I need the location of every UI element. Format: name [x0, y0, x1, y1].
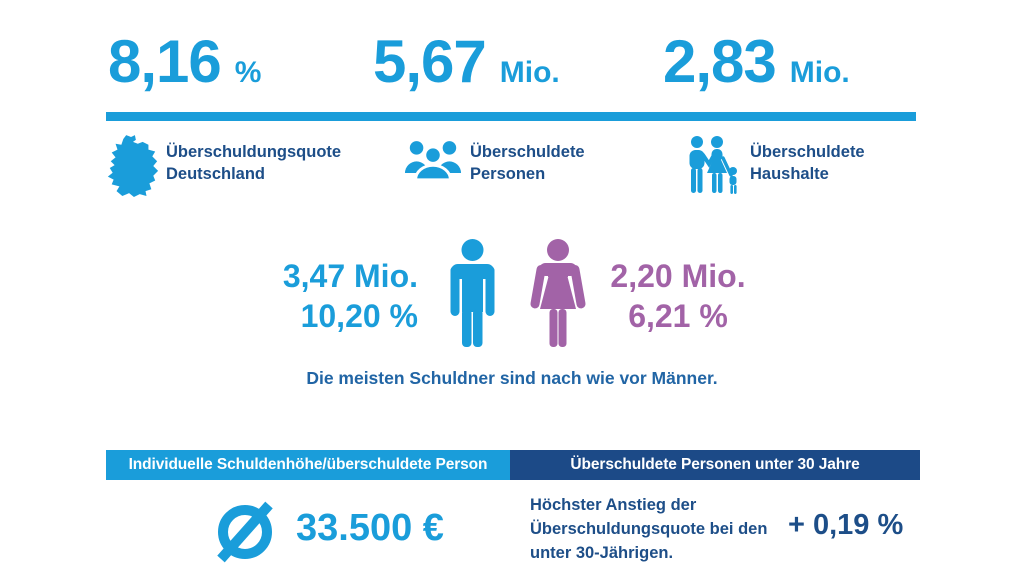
metric-label-households: Überschuldete Haushalte	[750, 143, 865, 184]
stat-value: 8,16	[108, 28, 222, 95]
gender-caption: Die meisten Schuldner sind nach wie vor …	[306, 368, 718, 388]
under-30-note: Höchster Anstieg der Überschuldungsquote…	[530, 496, 768, 562]
divider-bar	[106, 112, 916, 121]
stat-unit: Mio.	[499, 56, 560, 89]
female-rate: 6,21 %	[628, 298, 728, 334]
family-icon	[684, 135, 742, 197]
metric-label-rate: Überschuldungsquote Deutschland	[166, 143, 342, 184]
average-debt-value: 33.500 €	[296, 507, 444, 549]
male-stats: 3,47 Mio. 10,20 %	[200, 256, 418, 336]
stat-value: 5,67	[373, 28, 487, 95]
stat-unit: Mio.	[789, 56, 850, 89]
stat-value: 2,83	[663, 28, 777, 95]
header-bar-individual-debt: Individuelle Schuldenhöhe/überschuldete …	[106, 450, 510, 480]
header-bar-under-30: Überschuldete Personen unter 30 Jahre	[510, 450, 920, 480]
header-bar-label: Individuelle Schuldenhöhe/überschuldete …	[128, 456, 488, 473]
male-rate: 10,20 %	[300, 298, 418, 334]
average-diameter-icon	[212, 494, 278, 570]
metric-label-persons: Überschuldete Personen	[470, 143, 585, 184]
under-30-delta: + 0,19 %	[788, 509, 904, 541]
germany-map-icon	[103, 135, 161, 199]
header-bar-label: Überschuldete Personen unter 30 Jahre	[570, 456, 860, 473]
female-stats: 2,20 Mio. 6,21 %	[596, 256, 760, 336]
stat-overindebted-persons: 5,67 Mio.	[373, 32, 560, 92]
stat-overindebtedness-rate: 8,16 %	[108, 32, 261, 92]
people-group-icon	[404, 139, 462, 180]
male-figure-icon	[443, 239, 502, 347]
female-count: 2,20 Mio.	[610, 258, 746, 294]
stat-unit: %	[234, 56, 262, 89]
female-figure-icon	[524, 239, 592, 347]
stat-overindebted-households: 2,83 Mio.	[663, 32, 850, 92]
male-count: 3,47 Mio.	[282, 258, 418, 294]
